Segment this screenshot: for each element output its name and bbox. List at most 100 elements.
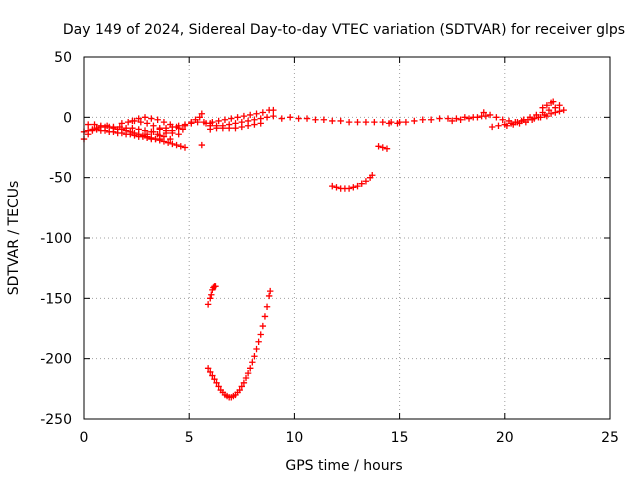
data-point <box>208 291 215 298</box>
data-point <box>85 121 92 128</box>
data-point <box>169 127 176 134</box>
x-axis-label: GPS time / hours <box>285 458 402 474</box>
data-point <box>383 145 391 152</box>
data-point <box>137 118 145 126</box>
data-point <box>234 114 241 121</box>
data-point <box>192 116 199 123</box>
data-point <box>232 124 239 132</box>
chart-title: Day 149 of 2024, Sidereal Day-to-day VTE… <box>63 22 625 38</box>
data-point <box>329 182 336 190</box>
x-tick-label: 5 <box>185 430 194 446</box>
data-point <box>350 184 357 191</box>
data-point <box>278 115 285 122</box>
data-point <box>375 143 382 150</box>
data-point <box>238 383 245 390</box>
data-point <box>263 114 271 121</box>
data-point <box>244 369 252 377</box>
data-point <box>539 104 546 111</box>
data-point <box>204 365 212 372</box>
data-point <box>379 118 386 126</box>
data-point <box>253 110 260 117</box>
data-point <box>91 121 98 128</box>
x-tick-label: 10 <box>285 430 303 446</box>
data-point <box>354 182 361 190</box>
y-tick-label: -250 <box>40 412 72 428</box>
data-point <box>242 374 250 382</box>
data-point <box>402 118 410 126</box>
data-point <box>150 122 157 129</box>
data-point <box>162 129 170 137</box>
data-point <box>265 292 273 300</box>
data-point <box>97 122 105 129</box>
y-tick-label: -50 <box>49 171 72 187</box>
data-point <box>247 111 254 119</box>
data-point <box>93 126 100 133</box>
data-point <box>261 313 269 320</box>
data-point <box>535 114 542 121</box>
data-point <box>267 287 274 295</box>
x-tick-label: 25 <box>601 430 619 446</box>
plot-frame <box>83 56 611 420</box>
data-point <box>202 120 210 127</box>
data-point <box>228 115 235 122</box>
data-point <box>139 133 147 140</box>
y-tick-label: -100 <box>40 231 72 247</box>
data-point <box>148 115 155 122</box>
x-tick-label: 15 <box>391 430 409 446</box>
data-point <box>118 129 126 137</box>
data-point <box>556 108 563 115</box>
data-point <box>212 283 219 290</box>
data-point <box>131 132 138 139</box>
data-point <box>101 127 109 134</box>
data-point <box>488 123 496 131</box>
y-tick-label: -150 <box>40 291 72 307</box>
data-point <box>427 116 435 123</box>
data-point <box>449 117 456 125</box>
data-point <box>169 140 176 148</box>
data-point <box>385 120 393 127</box>
data-point <box>156 126 163 133</box>
x-tick-label: 20 <box>496 430 514 446</box>
data-point <box>209 372 216 379</box>
data-point <box>240 112 248 120</box>
data-point <box>141 114 149 121</box>
data-point <box>320 116 328 123</box>
data-point <box>244 122 252 129</box>
data-point <box>251 121 258 128</box>
data-point <box>436 115 443 122</box>
data-point <box>247 365 254 372</box>
y-tick-label: -200 <box>40 352 72 368</box>
data-point <box>358 180 365 187</box>
data-point <box>204 301 212 308</box>
data-point <box>129 117 136 125</box>
data-point <box>103 122 111 129</box>
data-point <box>236 386 243 394</box>
data-point <box>253 345 260 353</box>
data-point <box>354 118 361 126</box>
data-point <box>482 112 490 120</box>
data-point <box>541 111 548 119</box>
data-point <box>118 120 126 127</box>
data-point <box>522 118 530 126</box>
data-point <box>135 115 142 122</box>
x-tick-labels: 0 5 10 15 20 25 <box>80 430 619 446</box>
y-tick-labels: -250 -200 -150 -100 -50 0 50 <box>40 50 72 428</box>
data-point <box>543 102 551 109</box>
grid <box>84 57 610 419</box>
data-point <box>270 112 277 120</box>
data-point <box>129 124 136 132</box>
data-point <box>135 126 142 133</box>
data-point <box>419 116 426 123</box>
data-point <box>177 143 184 150</box>
data-point <box>560 106 567 114</box>
data-point <box>173 141 180 149</box>
data-point <box>156 132 163 139</box>
data-point <box>164 139 172 146</box>
data-point <box>329 117 336 125</box>
data-point <box>369 172 376 179</box>
data-point <box>379 144 386 151</box>
data-point <box>181 144 189 151</box>
data-point <box>295 115 302 122</box>
data-point <box>552 109 559 116</box>
data-point <box>394 120 401 127</box>
